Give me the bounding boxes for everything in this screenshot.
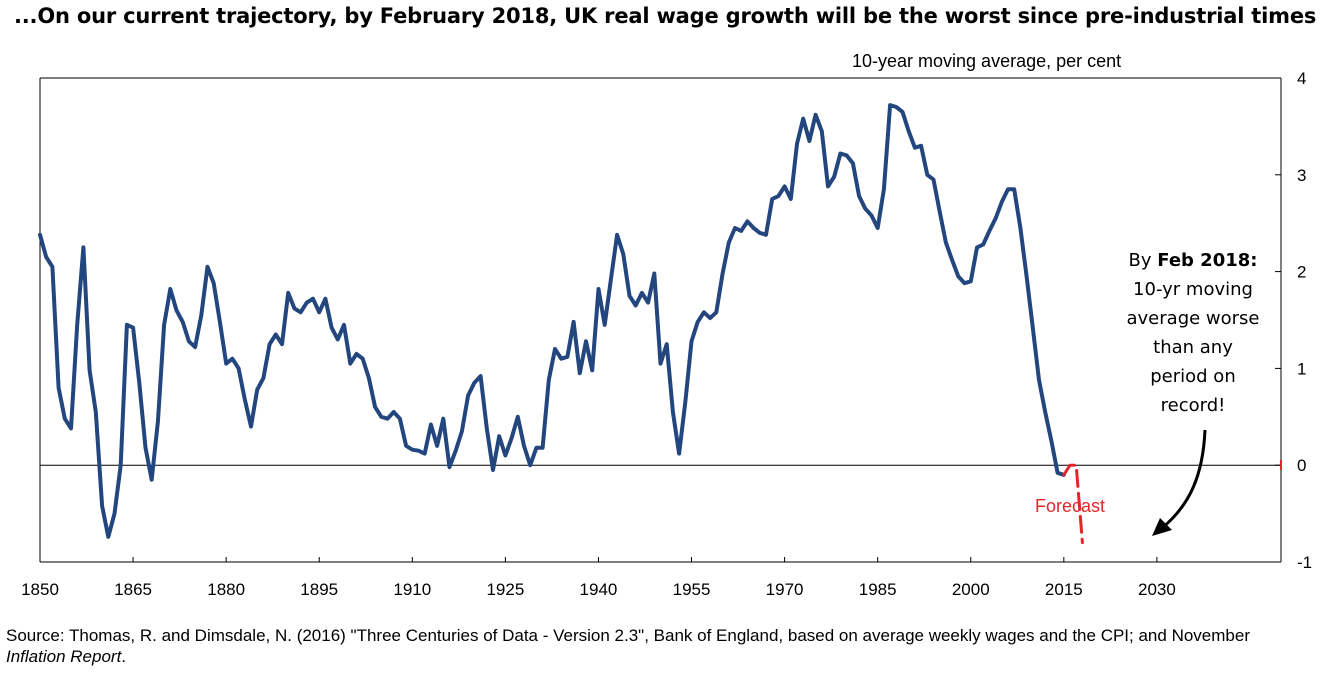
- y-tick-label: -1: [1297, 553, 1312, 572]
- x-tick-label: 1850: [21, 580, 59, 599]
- x-tick-label: 2030: [1138, 580, 1176, 599]
- annotation-callout: By Feb 2018: 10-yr moving average worse …: [1108, 246, 1278, 420]
- x-tick-label: 2015: [1045, 580, 1083, 599]
- source-end: .: [121, 647, 127, 666]
- chart-title: ...On our current trajectory, by Februar…: [14, 4, 1317, 28]
- x-tick-label: 1925: [486, 580, 524, 599]
- annotation-bold: Feb 2018:: [1157, 250, 1258, 271]
- annotation-line: average worse: [1126, 308, 1260, 329]
- forecast-label: Forecast: [1035, 496, 1106, 516]
- annotation-line: than any: [1153, 337, 1233, 358]
- y-tick-label: 0: [1297, 456, 1306, 475]
- y-tick-label: 1: [1297, 359, 1306, 378]
- x-tick-label: 1985: [859, 580, 897, 599]
- y-tick-label: 4: [1297, 69, 1306, 88]
- y-axis-unit-label: 10-year moving average, per cent: [852, 51, 1122, 71]
- y-tick-label: 3: [1297, 166, 1306, 185]
- x-tick-label: 1970: [766, 580, 804, 599]
- annotation-arrow: [1161, 429, 1207, 530]
- historical-series-line: [38, 103, 1066, 539]
- x-tick-label: 1880: [207, 580, 245, 599]
- annotation-line: 10-yr moving: [1133, 279, 1253, 300]
- x-tick-label: 1865: [114, 580, 152, 599]
- forecast-series-line: [1062, 463, 1084, 545]
- x-tick-label: 2000: [952, 580, 990, 599]
- source-text: Source: Thomas, R. and Dimsdale, N. (201…: [6, 626, 1250, 645]
- annotation-line: period on: [1150, 366, 1236, 387]
- y-tick-label: 2: [1297, 263, 1306, 282]
- x-tick-label: 1955: [673, 580, 711, 599]
- x-tick-label: 1895: [300, 580, 338, 599]
- x-tick-label: 1910: [393, 580, 431, 599]
- source-note: Source: Thomas, R. and Dimsdale, N. (201…: [6, 625, 1306, 667]
- source-italic: Inflation Report: [6, 647, 122, 666]
- x-tick-label: 1940: [580, 580, 618, 599]
- annotation-arrowhead: [1152, 518, 1172, 536]
- annotation-line: record!: [1160, 395, 1226, 416]
- annotation-prefix: By: [1128, 250, 1158, 271]
